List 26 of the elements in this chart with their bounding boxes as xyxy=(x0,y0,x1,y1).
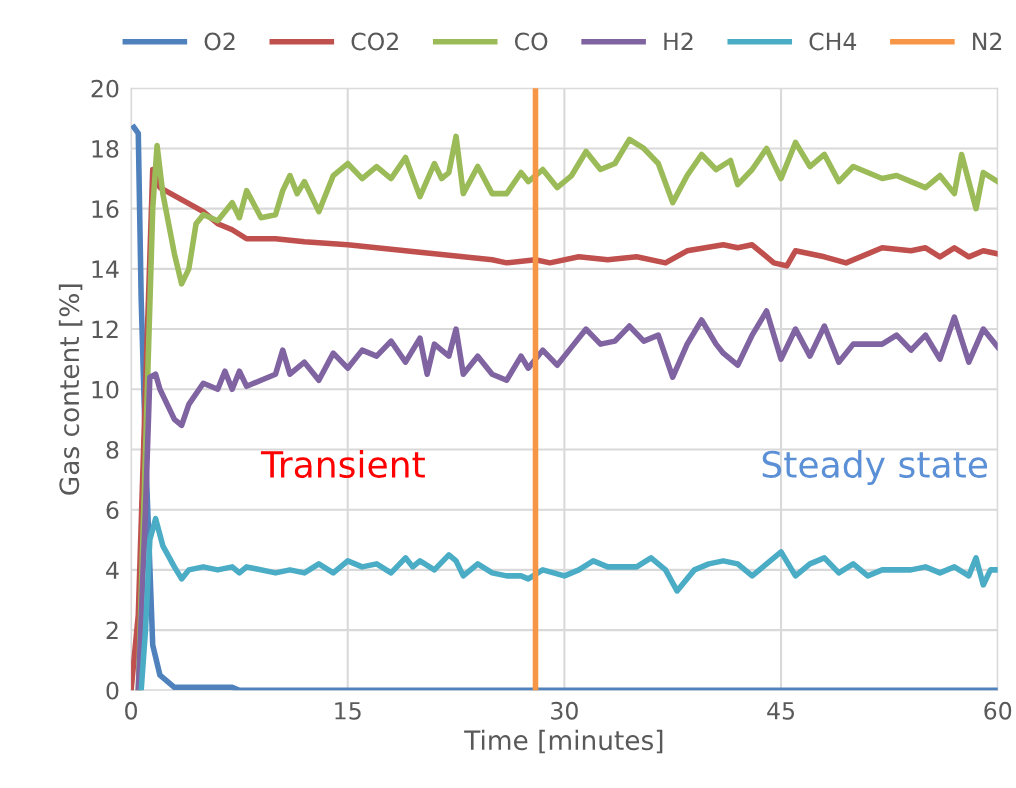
y-tick-label: 20 xyxy=(91,79,119,98)
y-tick-label: 18 xyxy=(92,139,119,158)
x-tick-label: 60 xyxy=(984,701,1012,720)
x-tick-label: 15 xyxy=(335,702,361,720)
y-tick-label: 2 xyxy=(106,621,118,640)
y-tick-label: 0 xyxy=(106,681,119,700)
annotation: Transient xyxy=(260,450,425,479)
y-tick-label: 14 xyxy=(92,260,119,278)
legend-label: N2 xyxy=(973,32,1002,51)
y-tick-label: 4 xyxy=(106,561,119,579)
y-tick-label: 6 xyxy=(106,501,119,519)
legend-label: CO2 xyxy=(351,32,398,51)
annotation: Steady state xyxy=(762,450,988,486)
x-tick-label: 0 xyxy=(125,701,138,720)
x-tick-label: 45 xyxy=(767,702,795,720)
x-tick-label: 30 xyxy=(551,701,578,720)
y-tick-label: 12 xyxy=(92,320,118,339)
x-axis-title: Time [minutes] xyxy=(464,729,663,754)
legend-label: CO xyxy=(514,32,548,51)
legend-label: CH4 xyxy=(809,32,857,51)
y-tick-label: 16 xyxy=(92,200,119,218)
y-tick-label: 8 xyxy=(106,440,119,459)
y-tick-label: 10 xyxy=(92,380,119,399)
legend-label: O2 xyxy=(204,32,235,51)
legend-label: H2 xyxy=(664,32,693,51)
y-axis-title: Gas content [%] xyxy=(58,284,83,495)
